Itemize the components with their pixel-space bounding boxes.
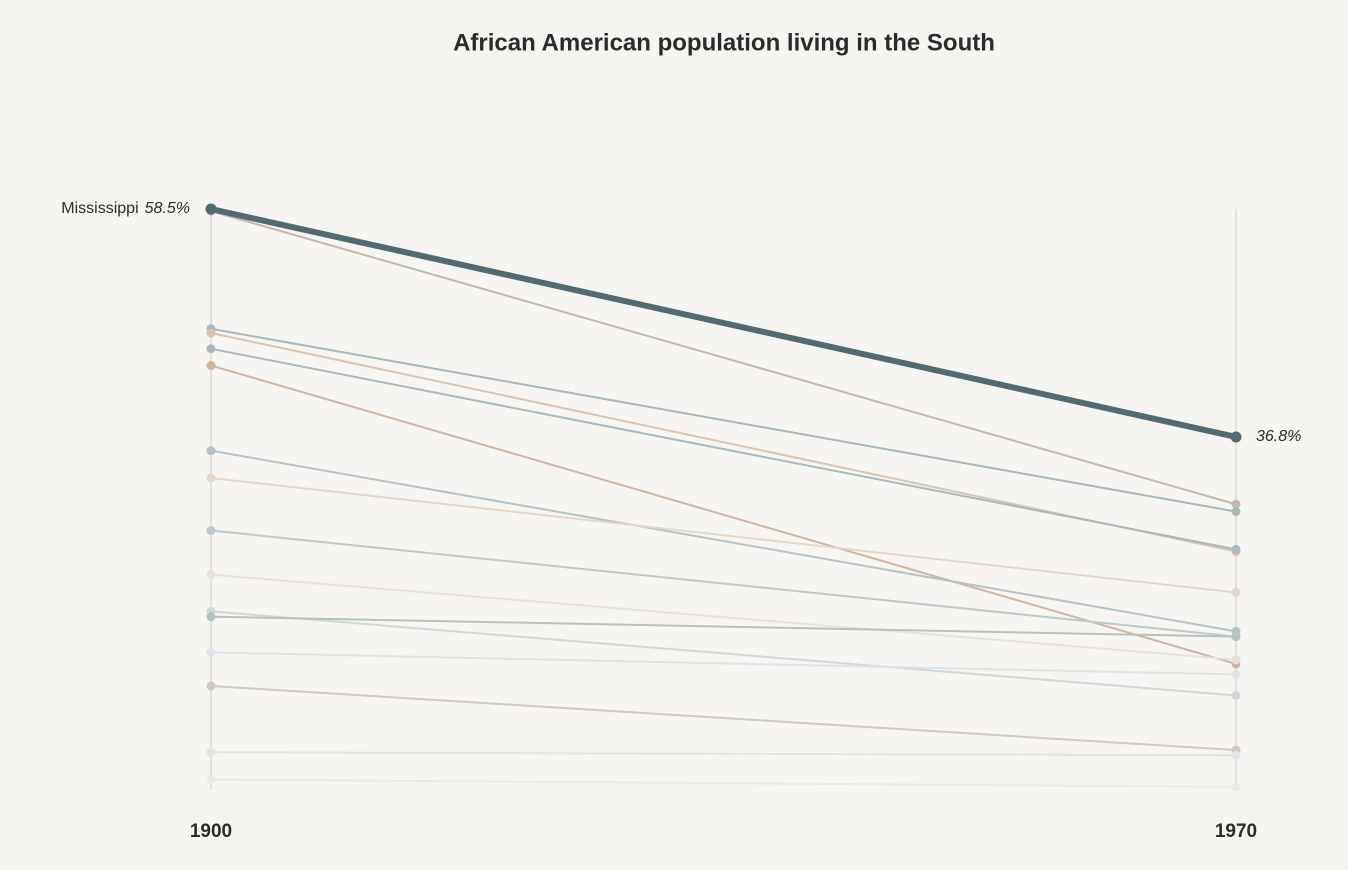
point bbox=[206, 473, 216, 483]
slope-line bbox=[210, 476, 1237, 594]
slope-line bbox=[210, 684, 1237, 752]
point bbox=[1231, 690, 1241, 700]
value-label: 36.8% bbox=[1256, 428, 1301, 445]
point bbox=[206, 361, 216, 371]
point bbox=[1230, 431, 1242, 443]
x-tick-label: 1970 bbox=[1215, 821, 1257, 842]
point bbox=[1231, 587, 1241, 597]
slope-line bbox=[210, 364, 1237, 665]
point bbox=[1231, 632, 1241, 642]
point bbox=[206, 612, 216, 622]
point bbox=[206, 446, 216, 456]
point bbox=[1231, 782, 1241, 792]
point bbox=[206, 570, 216, 580]
slope-line bbox=[210, 573, 1237, 661]
point bbox=[1231, 655, 1241, 665]
point bbox=[1231, 544, 1241, 554]
point bbox=[206, 525, 216, 535]
slope-line bbox=[210, 778, 1237, 788]
slope-line bbox=[210, 327, 1237, 513]
slope-line bbox=[210, 206, 1237, 440]
slope-line bbox=[210, 651, 1237, 676]
point bbox=[205, 203, 217, 215]
point bbox=[206, 344, 216, 354]
point bbox=[206, 747, 216, 757]
x-tick-label: 1900 bbox=[190, 821, 232, 842]
point bbox=[206, 681, 216, 691]
point bbox=[1231, 669, 1241, 679]
slope-line bbox=[210, 610, 1237, 697]
point bbox=[1231, 507, 1241, 517]
point bbox=[206, 774, 216, 784]
chart-title: African American population living in th… bbox=[453, 29, 995, 56]
point bbox=[206, 328, 216, 338]
slope-line bbox=[210, 529, 1237, 638]
slope-line bbox=[210, 347, 1237, 551]
value-label: 58.5% bbox=[145, 200, 190, 217]
slope-line bbox=[210, 615, 1237, 638]
series-label: Mississippi bbox=[61, 200, 138, 217]
slope-line bbox=[210, 210, 1237, 506]
slope-line bbox=[210, 751, 1237, 757]
slope-line bbox=[210, 449, 1237, 633]
point bbox=[1231, 750, 1241, 760]
point bbox=[206, 647, 216, 657]
point bbox=[1231, 499, 1241, 509]
